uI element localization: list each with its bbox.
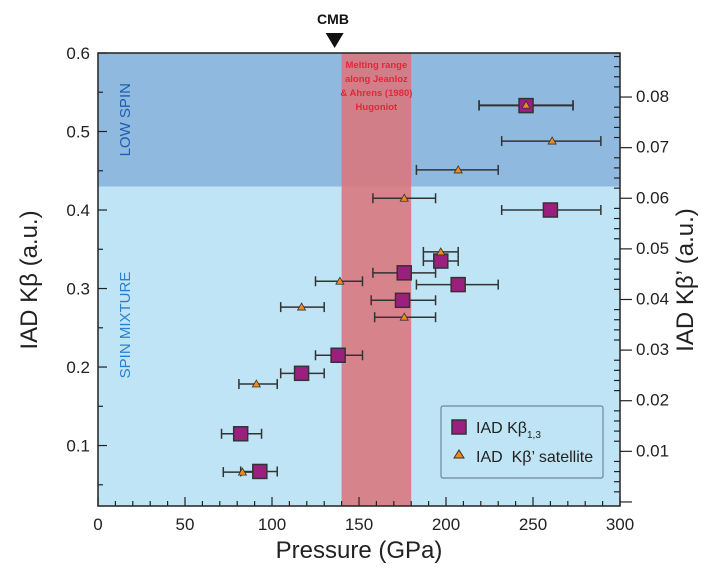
kb13-point: [433, 253, 449, 269]
kb13-point: [450, 276, 466, 293]
legend-square-icon: [451, 419, 467, 435]
kb13-point: [396, 265, 412, 281]
legend: IAD Kβ1,3 IAD Kβ’ satellite: [440, 405, 604, 479]
melting-range-label: Hugoniot: [356, 102, 399, 113]
satellite-point: [237, 467, 248, 476]
y-right-tick-label: 0.07: [636, 138, 669, 157]
melting-range-label: & Ahrens (1980): [340, 88, 412, 99]
y-right-tick-label: 0.08: [636, 87, 669, 106]
satellite-point: [453, 165, 463, 174]
x-tick-label: 100: [258, 515, 286, 534]
x-tick-label: 200: [432, 515, 460, 534]
y-right-tick-label: 0.06: [636, 188, 669, 207]
kb13-point: [293, 365, 310, 382]
y-tick-label: 0.6: [66, 44, 90, 63]
melting-range-label: Melting range: [346, 60, 408, 71]
y-right-tick-label: 0.05: [636, 239, 669, 258]
legend-label-satellite: IAD Kβ’ satellite: [476, 449, 593, 466]
y-right-tick-label: 0.04: [636, 289, 669, 308]
y-axis-label: IAD Kβ (a.u.): [16, 210, 43, 349]
cmb-label: CMB: [317, 11, 349, 27]
satellite-point: [296, 302, 307, 311]
spin-mixture-label: SPIN MIXTURE: [117, 272, 134, 379]
cmb-marker-icon: [325, 33, 344, 48]
x-tick-label: 150: [345, 515, 373, 534]
x-tick-label: 0: [93, 515, 102, 534]
satellite-point: [251, 379, 262, 388]
x-tick-label: 300: [606, 515, 634, 534]
x-tick-label: 50: [176, 515, 195, 534]
melting-range-label: along Jeanloz: [345, 74, 408, 85]
satellite-point: [399, 312, 409, 321]
x-tick-label: 250: [519, 515, 547, 534]
satellite-point: [399, 193, 409, 202]
legend-triangle-icon: [453, 449, 465, 459]
kb13-point: [252, 463, 268, 480]
low-spin-label: LOW SPIN: [117, 83, 134, 156]
x-axis-label: Pressure (GPa): [276, 537, 443, 564]
y-right-tick-label: 0.01: [636, 441, 669, 460]
y-tick-label: 0.4: [66, 201, 90, 220]
y-tick-label: 0.2: [66, 358, 90, 377]
kb13-point: [394, 292, 411, 309]
y-axis-right-label: IAD Kβ’ (a.u.): [672, 208, 699, 352]
kb13-point: [330, 347, 346, 364]
kb13-point: [542, 202, 559, 218]
legend-label-kb13: IAD Kβ1,3: [476, 420, 541, 441]
kb13-point: [232, 426, 249, 442]
y-tick-label: 0.1: [66, 437, 90, 456]
satellite-point: [436, 247, 446, 256]
satellite-point: [521, 100, 531, 109]
y-right-tick-label: 0.03: [636, 340, 669, 359]
satellite-point: [547, 136, 557, 145]
satellite-point: [335, 276, 345, 285]
y-tick-label: 0.3: [66, 280, 90, 299]
y-right-tick-label: 0.02: [636, 391, 669, 410]
y-tick-label: 0.5: [66, 123, 90, 142]
